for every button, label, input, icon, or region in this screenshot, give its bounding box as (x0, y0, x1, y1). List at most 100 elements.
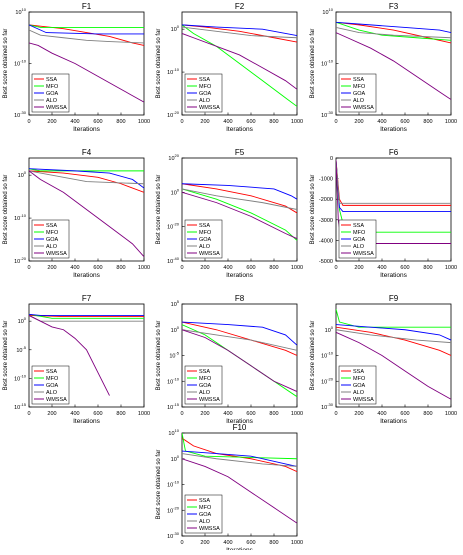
legend-label-ssa: SSA (353, 369, 364, 375)
legend-label-mfo: MFO (353, 84, 366, 90)
legend-label-wmssa: WMSSA (46, 397, 67, 403)
x-tick-label: 0 (27, 265, 30, 271)
x-tick-label: 0 (334, 411, 337, 417)
legend-label-wmssa: WMSSA (353, 251, 374, 257)
y-tick-label: 10-20 (167, 110, 180, 119)
legend-label-wmssa: WMSSA (199, 397, 220, 403)
x-tick-label: 200 (47, 119, 56, 125)
chart-panel-f5: F5 0 200 400 600 800 1000 Iterations 1020 100 10-2… (156, 148, 303, 279)
chart-panel-f10: F1002004006008001000Iterations101010010-… (156, 423, 303, 554)
chart-panel-f4: F4 0 200 400 600 800 1000 Iterations 100 10-10 10-… (3, 148, 150, 279)
series-line-alo (182, 453, 297, 467)
chart-title: F2 (235, 2, 245, 11)
legend-label-mfo: MFO (199, 376, 212, 382)
legend-label-wmssa: WMSSA (46, 105, 67, 111)
y-tick-label: 10-20 (14, 256, 27, 265)
x-tick-label: 800 (423, 411, 432, 417)
legend-label-ssa: SSA (199, 498, 210, 504)
x-axis-label: Iterations (380, 418, 407, 425)
x-tick-label: 800 (423, 265, 432, 271)
x-tick-label: 600 (246, 265, 255, 271)
y-axis-label: Best score obtained so far (3, 175, 9, 245)
y-tick-label: 100 (18, 316, 27, 325)
x-tick-label: 400 (70, 411, 79, 417)
legend-label-goa: GOA (353, 383, 366, 389)
legend-label-goa: GOA (199, 91, 212, 97)
series-line-goa (29, 313, 144, 316)
y-axis-label: Best score obtained so far (156, 450, 162, 520)
series-line-alo (29, 29, 144, 44)
legend-label-ssa: SSA (46, 77, 57, 83)
legend-label-goa: GOA (46, 237, 59, 243)
y-tick-label: 1020 (168, 153, 179, 162)
legend-label-alo: ALO (46, 98, 58, 104)
x-axis-label: Iterations (226, 418, 253, 425)
y-tick-label: 10-5 (16, 345, 26, 354)
x-tick-label: 0 (180, 119, 183, 125)
x-tick-label: 400 (377, 265, 386, 271)
x-axis-label: Iterations (73, 126, 100, 133)
series-line-mfo (182, 433, 297, 460)
x-tick-label: 600 (93, 119, 102, 125)
legend-label-wmssa: WMSSA (46, 251, 67, 257)
legend-label-goa: GOA (46, 383, 59, 389)
legend-label-ssa: SSA (353, 77, 364, 83)
y-tick-label: 100 (171, 325, 180, 334)
x-tick-label: 400 (377, 119, 386, 125)
y-axis-label: Best score obtained so far (156, 175, 162, 245)
series-line-mfo (29, 168, 144, 172)
x-tick-label: 600 (246, 540, 255, 546)
x-axis-label: Iterations (380, 272, 407, 279)
y-axis-label: Best score obtained so far (310, 29, 316, 99)
legend-label-alo: ALO (46, 390, 58, 396)
y-tick-label: 10-15 (14, 402, 27, 411)
y-tick-label: -3000 (319, 218, 333, 224)
legend-label-ssa: SSA (46, 369, 57, 375)
x-tick-label: 1000 (445, 119, 457, 125)
series-line-mfo (336, 309, 451, 328)
x-tick-label: 800 (269, 411, 278, 417)
series-line-mfo (29, 313, 144, 319)
series-line-wmssa (182, 33, 297, 90)
series-line-alo (29, 170, 144, 185)
legend-label-alo: ALO (199, 98, 211, 104)
y-tick-label: 10-10 (167, 376, 180, 385)
x-tick-label: 800 (116, 265, 125, 271)
x-axis-label: Iterations (73, 272, 100, 279)
legend-box (31, 219, 70, 259)
y-tick-label: 0 (330, 156, 333, 162)
y-tick-label: 10-20 (321, 376, 334, 385)
chart-title: F3 (389, 2, 399, 11)
y-tick-label: 10-20 (167, 222, 180, 231)
x-tick-label: 400 (223, 265, 232, 271)
y-tick-label: 100 (171, 24, 180, 33)
x-axis-label: Iterations (380, 126, 407, 133)
series-line-goa (336, 324, 451, 341)
series-line-goa (336, 21, 451, 34)
x-axis-label: Iterations (73, 418, 100, 425)
y-tick-label: 100 (171, 187, 180, 196)
y-tick-label: 10-30 (321, 402, 334, 411)
y-tick-label: -1000 (319, 177, 333, 183)
y-axis-label: Best score obtained so far (156, 321, 162, 391)
chart-panel-f7: F7 0 200 400 600 800 1000 Iterations 100 10-5 10-1… (3, 294, 150, 425)
series-line-goa (182, 24, 297, 37)
series-line-alo (336, 329, 451, 344)
legend-label-alo: ALO (46, 244, 58, 250)
x-tick-label: 600 (246, 119, 255, 125)
x-tick-label: 800 (116, 411, 125, 417)
x-tick-label: 600 (93, 265, 102, 271)
x-tick-label: 0 (180, 540, 183, 546)
x-tick-label: 200 (354, 119, 363, 125)
series-line-alo (336, 27, 451, 39)
series-line-wmssa (29, 42, 144, 103)
x-tick-label: 1000 (445, 265, 457, 271)
y-tick-label: 1010 (15, 7, 26, 16)
legend-label-mfo: MFO (353, 376, 366, 382)
chart-title: F4 (82, 148, 92, 157)
legend-label-ssa: SSA (199, 223, 210, 229)
x-tick-label: 200 (47, 265, 56, 271)
x-tick-label: 1000 (138, 119, 150, 125)
series-line-mfo (29, 24, 144, 28)
